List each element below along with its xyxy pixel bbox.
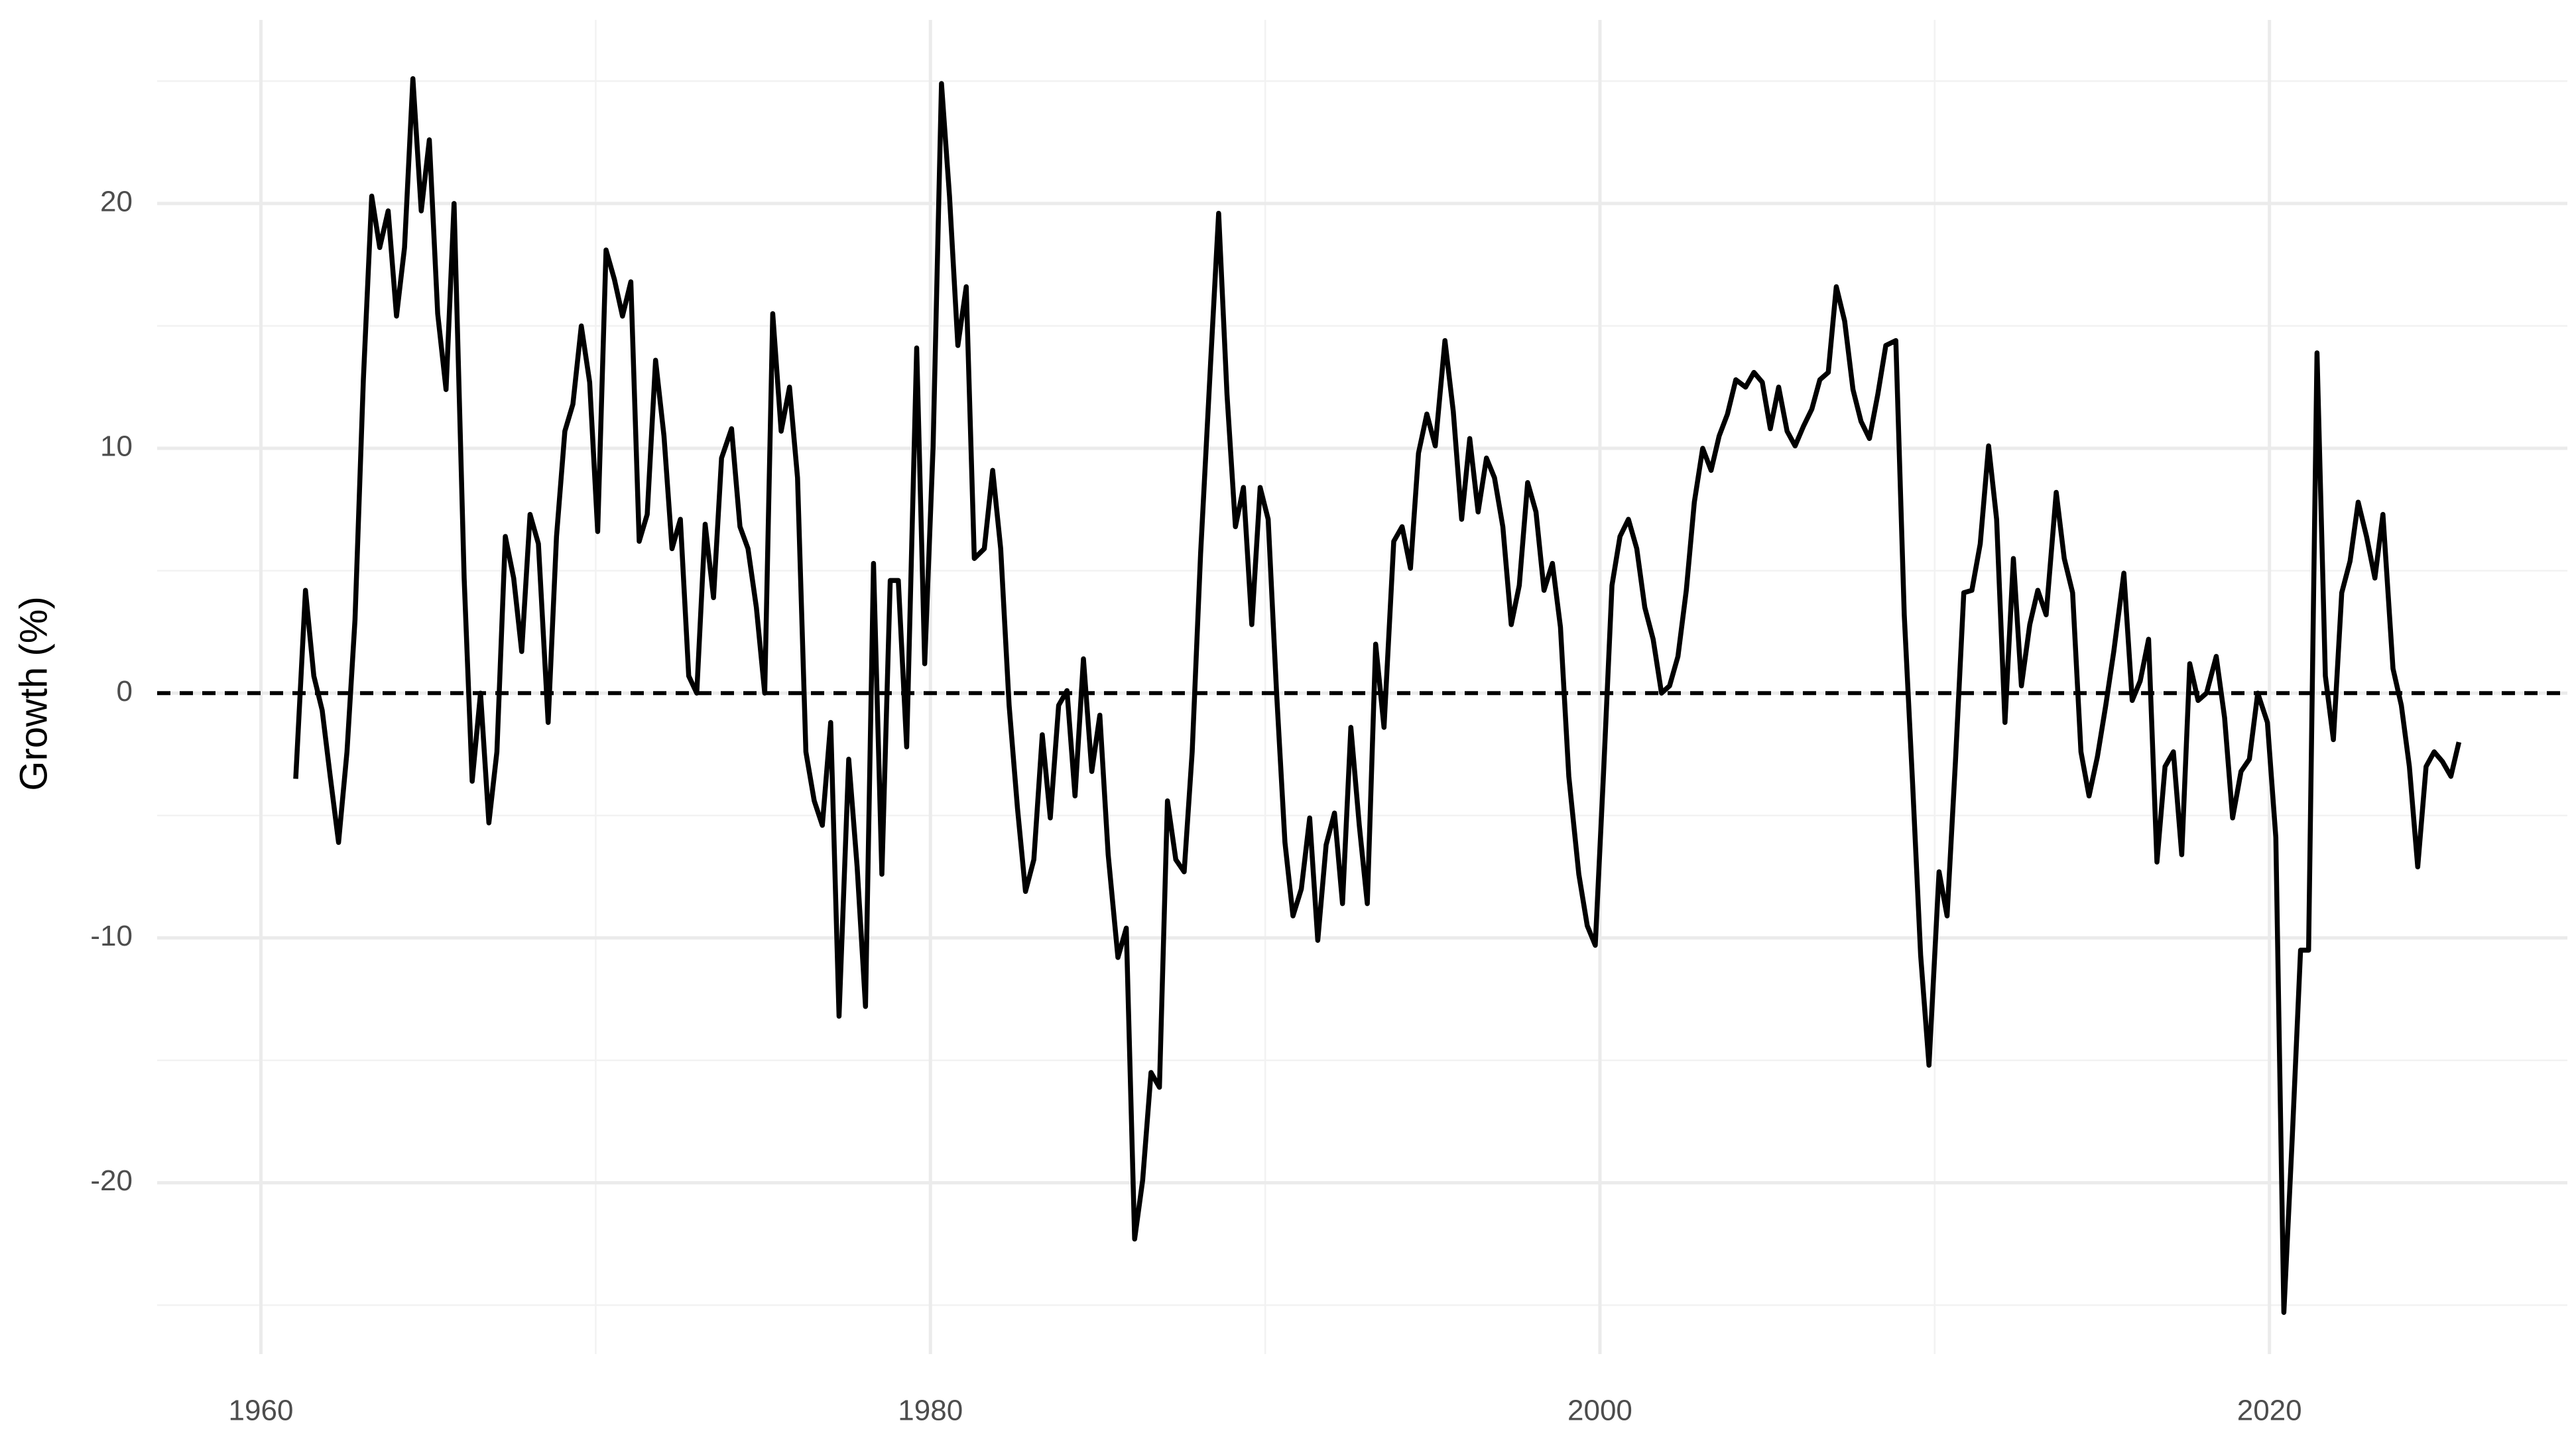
x-tick-label: 2020 xyxy=(2237,1395,2302,1427)
y-axis-title: Growth (%) xyxy=(12,596,55,790)
x-tick-label: 1980 xyxy=(898,1395,963,1427)
y-tick-label: -10 xyxy=(90,920,133,952)
y-tick-label: 10 xyxy=(100,430,133,463)
x-tick-label: 1960 xyxy=(229,1395,294,1427)
y-tick-label: 0 xyxy=(117,675,133,708)
data-line xyxy=(293,76,2462,1315)
x-tick-label: 2000 xyxy=(1567,1395,1632,1427)
y-tick-label: 20 xyxy=(100,186,133,218)
y-tick-label: -20 xyxy=(90,1164,133,1197)
